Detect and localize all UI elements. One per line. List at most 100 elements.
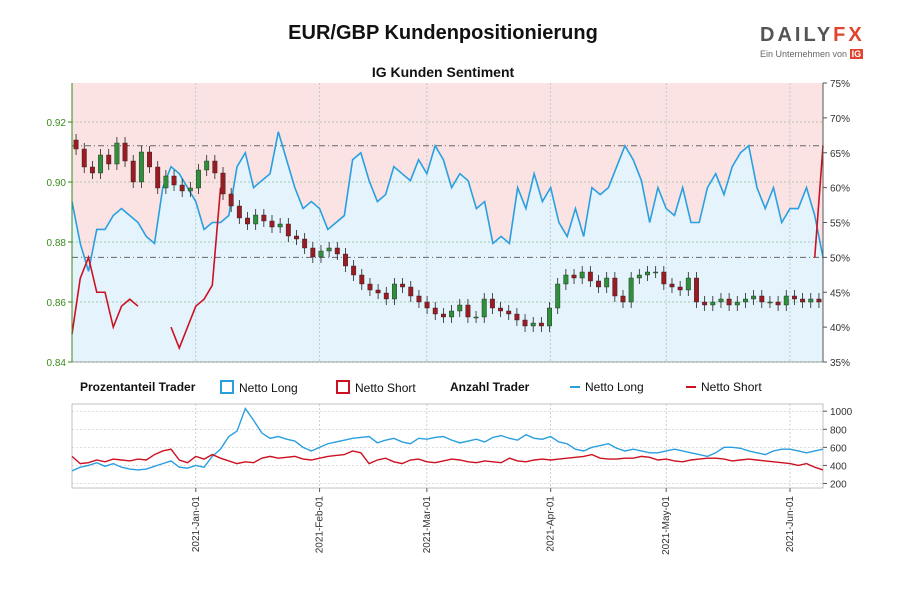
candle-body (285, 223, 291, 237)
candle-body (522, 319, 528, 327)
candle-body (685, 277, 691, 291)
candle-body (734, 301, 740, 306)
candle-body (783, 295, 789, 306)
x-tick-label: 2021-Apr-01 (546, 496, 557, 552)
legend-short-swatch (336, 380, 350, 394)
candle-body (98, 154, 104, 174)
candle-body (261, 214, 267, 222)
legend-count-short[interactable]: Netto Short (686, 380, 762, 394)
y-right-tick-label: 35% (830, 358, 850, 369)
logo-tagline-text: Ein Unternehmen von (760, 49, 848, 59)
candle-body (587, 271, 593, 282)
candle-body (383, 292, 389, 300)
candle-body (179, 184, 185, 192)
legend-short-line (686, 386, 696, 388)
y-left-tick-label: 0.90 (47, 178, 67, 189)
x-tick-label: 2021-Feb-01 (315, 496, 326, 554)
candle-body (138, 151, 144, 183)
candle-body (547, 307, 552, 327)
legend-count-long[interactable]: Netto Long (570, 380, 644, 394)
candle-body (73, 139, 79, 150)
y-left-tick-label: 0.88 (47, 238, 67, 249)
y-left-tick-label: 0.92 (47, 118, 67, 129)
candle-body (645, 271, 650, 276)
x-tick-label: 2021-Jun-01 (785, 496, 796, 553)
candle-body (791, 295, 797, 300)
candle-body (514, 313, 520, 321)
candle-body (294, 235, 299, 240)
candle-body (563, 274, 569, 285)
candle-body (220, 172, 226, 195)
candle-body (391, 283, 397, 300)
candle-body (326, 247, 332, 252)
x-tick-label: 2021-Mar-01 (422, 496, 433, 554)
candle-body (449, 310, 455, 318)
y-right-tick-label: 45% (830, 288, 850, 299)
y-count-tick-label: 1000 (830, 407, 853, 418)
long-count-line (71, 407, 824, 472)
candle-body (424, 301, 430, 309)
candle-body (196, 169, 201, 189)
legend-percent-short[interactable]: Netto Short (336, 380, 416, 395)
legend-group-count-title: Anzahl Trader (450, 380, 530, 394)
candle-body (751, 295, 757, 300)
candle-body (163, 175, 169, 189)
y-right-tick-label: 70% (830, 114, 850, 125)
legend-percent-long[interactable]: Netto Long (220, 380, 298, 395)
y-count-tick-label: 800 (830, 425, 847, 436)
candle-body (579, 271, 585, 279)
candle-body (106, 154, 112, 165)
candle-body (767, 301, 773, 304)
candle-body (694, 277, 699, 303)
candle-body (228, 193, 234, 207)
candle-body (440, 313, 446, 318)
candle-body (718, 298, 724, 303)
candle-body (81, 148, 87, 168)
candle-body (400, 283, 406, 288)
candle-body (710, 301, 716, 306)
candle-body (351, 265, 357, 276)
candle-body (596, 280, 601, 288)
candle-body (130, 160, 136, 183)
candle-body (800, 298, 806, 303)
y-right-tick-label: 60% (830, 184, 850, 195)
legend-percent-long-label: Netto Long (239, 381, 298, 395)
candle-body (612, 277, 618, 297)
candle-body (759, 295, 765, 303)
candle-body (530, 322, 536, 327)
y-right-tick-label: 75% (830, 79, 850, 90)
short-count-line (71, 448, 824, 471)
y-right-tick-label: 65% (830, 149, 850, 160)
legend-percent-short-label: Netto Short (355, 381, 416, 395)
candle-body (669, 283, 675, 288)
candle-body (604, 277, 610, 288)
candle-body (310, 247, 316, 258)
candle-body (816, 298, 822, 303)
long-sentiment-line (71, 131, 824, 272)
candle-body (465, 304, 471, 318)
candle-body (416, 295, 422, 303)
candle-body (343, 253, 348, 267)
candle-body (432, 307, 438, 315)
candle-body (302, 238, 308, 249)
candle-body (212, 160, 218, 174)
y-right-tick-label: 50% (830, 253, 850, 264)
candle-body (538, 322, 544, 327)
y-right-tick-label: 55% (830, 219, 850, 230)
candle-body (155, 166, 161, 189)
candle-body (775, 301, 781, 306)
legend-long-line (570, 386, 580, 388)
candle-body (571, 274, 577, 279)
legend-group-percent-title: Prozentanteil Trader (80, 380, 196, 394)
logo-daily: DAILY (760, 24, 834, 46)
candle-body (489, 298, 495, 309)
candle-body (653, 271, 659, 274)
candle-body (481, 298, 487, 318)
candle-body (375, 289, 381, 294)
candle-body (726, 298, 732, 306)
candle-body (269, 220, 275, 228)
x-tick-label: 2021-May-01 (661, 496, 672, 555)
candle-body (187, 187, 193, 192)
candle-body (245, 217, 250, 225)
